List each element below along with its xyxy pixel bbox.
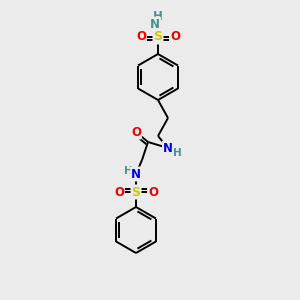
Text: S: S [131,185,140,199]
Text: H: H [172,148,182,158]
Text: N: N [131,167,141,181]
Text: O: O [131,125,141,139]
Text: S: S [154,31,163,44]
Text: N: N [150,17,160,31]
Text: O: O [114,185,124,199]
Text: O: O [148,185,158,199]
Text: N: N [163,142,173,154]
Text: H: H [153,11,163,23]
Text: O: O [170,31,180,44]
Text: O: O [136,31,146,44]
Text: H: H [124,166,132,176]
